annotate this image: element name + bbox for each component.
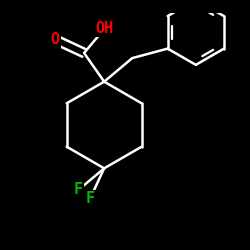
Text: F: F — [86, 191, 95, 206]
Text: OH: OH — [95, 21, 114, 36]
Text: F: F — [74, 182, 83, 197]
Text: O: O — [51, 32, 60, 47]
